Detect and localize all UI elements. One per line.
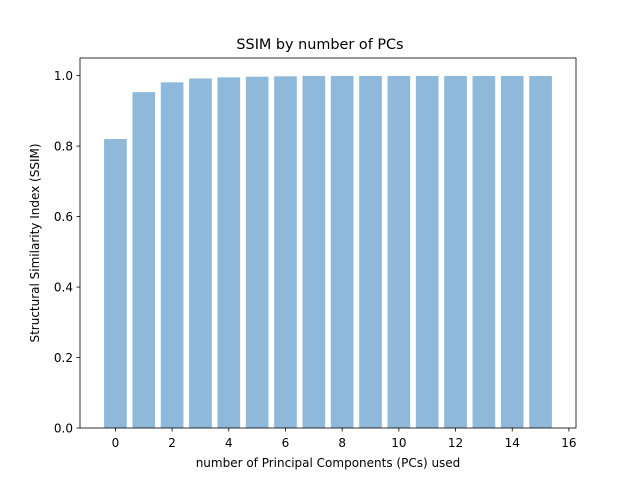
bar-2	[160, 82, 184, 429]
y-tick-label: 0.8	[54, 140, 73, 154]
x-tick-label: 4	[225, 436, 233, 450]
bar-5	[245, 76, 269, 428]
bar-0	[104, 139, 127, 429]
bar-14	[500, 75, 524, 428]
bar-9	[359, 75, 382, 428]
y-tick-label: 0.0	[54, 422, 73, 436]
x-tick-label: 8	[338, 436, 346, 450]
bar-3	[189, 78, 212, 428]
x-axis-label: number of Principal Components (PCs) use…	[196, 456, 461, 470]
x-ticks-group: 0 2 4 6 8 10 12 14 16	[112, 428, 577, 450]
bar-10	[387, 75, 411, 428]
x-tick-label: 12	[448, 436, 463, 450]
bar-13	[472, 75, 496, 428]
bar-7	[302, 75, 326, 428]
bar-11	[415, 75, 439, 428]
bar-6	[274, 76, 297, 429]
bar-15	[529, 75, 552, 428]
bars-group	[104, 75, 552, 429]
y-tick-label: 1.0	[54, 69, 73, 83]
bar-4	[217, 77, 241, 428]
chart-title: SSIM by number of PCs	[236, 37, 403, 53]
x-tick-label: 10	[391, 436, 406, 450]
bar-8	[330, 75, 354, 428]
y-tick-label: 0.6	[54, 210, 73, 224]
x-tick-label: 6	[282, 436, 290, 450]
x-tick-label: 2	[168, 436, 176, 450]
x-tick-label: 14	[505, 436, 520, 450]
bar-1	[132, 92, 156, 428]
y-axis-label: Structural Similarity Index (SSIM)	[28, 143, 42, 342]
x-tick-label: 16	[561, 436, 576, 450]
x-tick-label: 0	[112, 436, 120, 450]
plot-frame	[79, 57, 577, 429]
y-tick-label: 0.2	[54, 351, 73, 365]
y-tick-label: 0.4	[54, 281, 73, 295]
bar-12	[444, 75, 467, 428]
y-ticks-group: 0.0 0.2 0.4 0.6 0.8 1.0	[54, 69, 80, 436]
